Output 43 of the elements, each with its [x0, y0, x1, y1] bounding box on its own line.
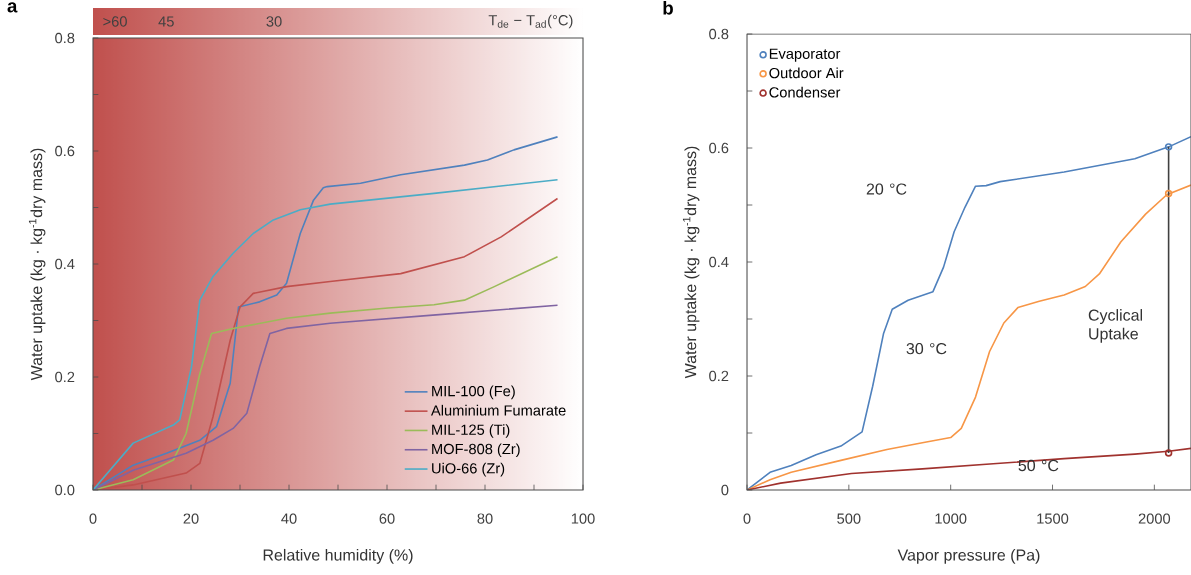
x-tick-label: 80 — [477, 513, 493, 524]
legend-label: Aluminium Fumarate — [430, 404, 566, 416]
y-tick-label: 0 — [721, 484, 729, 496]
x2-axis-title: T$_{de}$ − T$_{ad}$(°C) — [488, 14, 573, 29]
x-tick-label: 40 — [281, 513, 297, 524]
x-tick-label: 20 — [183, 513, 199, 524]
x-axis-title: Vapor pressure (Pa) — [897, 548, 1040, 564]
x-tick-label: 1500 — [1037, 513, 1069, 524]
y-tick-label: 0.4 — [709, 256, 729, 268]
y-axis-title: Water uptake (kg · kg$^{-1}$dry mass) — [682, 146, 700, 379]
x-axis-title: Relative humidity (%) — [263, 548, 413, 564]
chart-title: b — [663, 0, 673, 15]
y-tick-label: 0.8 — [709, 28, 729, 40]
x2-tick-label: 45 — [158, 16, 174, 27]
legend-label: MIL-125 (Ti) — [432, 424, 510, 438]
annotation: 30 °C — [906, 342, 947, 355]
y-tick-label: 0.2 — [709, 370, 729, 382]
x2-tick-label: 30 — [266, 16, 282, 27]
legend-label: MOF-808 (Zr) — [432, 443, 520, 458]
annotation: 50 °C — [1018, 459, 1059, 472]
annotation: Cyclical Uptake — [1088, 309, 1143, 343]
y-tick-label: 0.0 — [55, 484, 75, 496]
y-tick-label: 0.4 — [55, 258, 75, 270]
legend-label: MIL-100 (Fe) — [432, 385, 515, 400]
x-tick-label: 0 — [743, 513, 751, 524]
x-tick-label: 2000 — [1138, 513, 1171, 524]
legend-label: Outdoor Air — [769, 67, 844, 79]
legend-label: Condenser — [769, 86, 841, 98]
annotation: 20 °C — [866, 183, 907, 195]
legend-label: Evaporator — [769, 48, 841, 62]
text: >60 — [103, 16, 127, 27]
x-tick-label: 0 — [89, 513, 97, 524]
y-tick-label: 0.6 — [709, 142, 729, 154]
x-tick-label: 60 — [379, 513, 395, 524]
x-tick-label: 1000 — [935, 513, 967, 524]
legend-label: UiO-66 (Zr) — [432, 462, 505, 477]
x-tick-label: 100 — [571, 513, 595, 524]
y-tick-label: 0.2 — [55, 371, 75, 383]
x-tick-label: 500 — [837, 513, 861, 524]
y-tick-label: 0.6 — [55, 145, 75, 157]
chart-title: a — [7, 2, 18, 13]
y-axis-title: Water uptake (kg · kg$^{-1}$dry mass) — [28, 148, 46, 381]
y-tick-label: 0.8 — [55, 32, 75, 44]
